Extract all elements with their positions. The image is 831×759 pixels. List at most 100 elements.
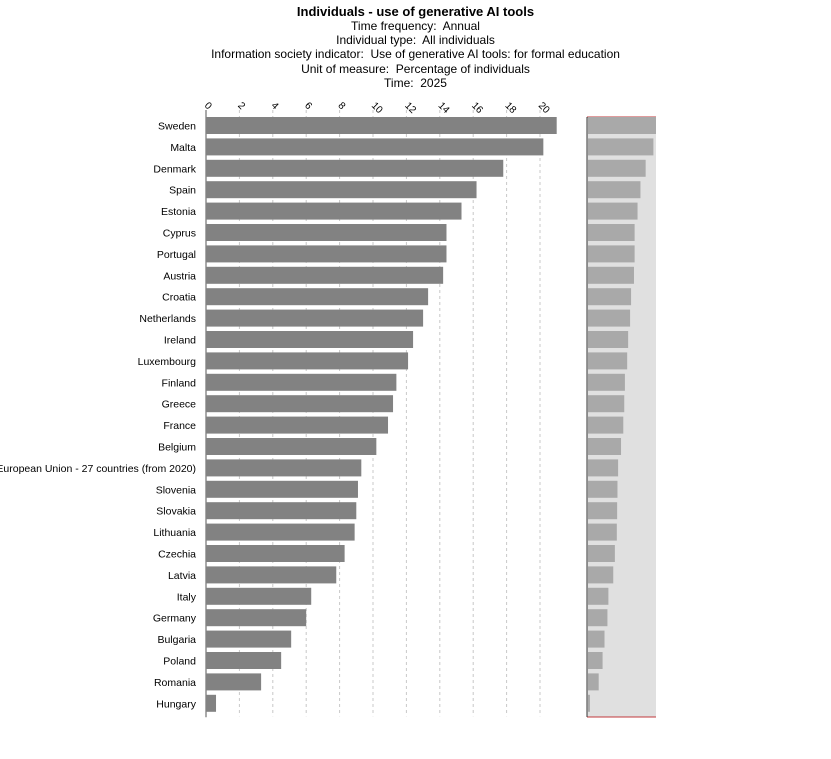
category-label: Belgium	[158, 442, 196, 454]
overview-bar	[588, 630, 605, 648]
category-label: Cyprus	[163, 228, 196, 240]
bar	[206, 224, 447, 241]
overview-bar	[588, 416, 624, 434]
overview-bar	[588, 609, 608, 627]
overview-bar	[588, 309, 631, 327]
x-tick-label: 4	[269, 100, 281, 112]
x-tick-label: 14	[436, 100, 452, 116]
bar	[206, 566, 337, 584]
category-label: Croatia	[162, 292, 196, 304]
overview-bar	[588, 117, 656, 134]
category-label: Finland	[162, 377, 197, 389]
category-label: Slovenia	[156, 484, 196, 496]
overview-bar	[588, 159, 646, 177]
category-label: Luxembourg	[138, 356, 197, 368]
overview-bar	[588, 587, 609, 605]
bar	[206, 181, 477, 199]
bar	[206, 673, 262, 691]
overview-bar	[588, 395, 625, 413]
category-label: Austria	[163, 270, 196, 282]
category-label: Greece	[162, 399, 197, 411]
overview-bar	[588, 288, 632, 306]
category-label: Poland	[163, 656, 196, 668]
category-label: Italy	[177, 591, 197, 603]
x-tick-label: 10	[369, 100, 385, 116]
x-tick-label: 18	[502, 100, 518, 116]
overview-bar	[588, 266, 634, 284]
category-label: Netherlands	[139, 313, 196, 325]
bar	[206, 587, 312, 605]
category-label: Czechia	[158, 549, 196, 561]
subtitle-time: Time: 2025	[384, 76, 447, 90]
category-label: Portugal	[157, 249, 196, 261]
bar	[206, 159, 504, 177]
category-label: Slovakia	[156, 506, 196, 518]
overview-bar	[588, 652, 603, 669]
overview-bar	[588, 545, 615, 562]
bar	[206, 138, 544, 156]
bar	[206, 502, 357, 520]
x-tick-label: 20	[536, 100, 552, 116]
category-label: Romania	[154, 677, 196, 689]
category-label: Spain	[169, 185, 196, 197]
overview-bar	[588, 202, 638, 220]
bar	[206, 352, 409, 370]
bar	[206, 117, 557, 134]
subtitle-unit: Unit of measure: Percentage of individua…	[301, 62, 530, 76]
category-label: Denmark	[153, 163, 196, 175]
bar	[206, 245, 447, 263]
overview-bar	[588, 373, 625, 391]
bar	[206, 438, 377, 455]
overview-bar	[588, 502, 618, 520]
x-tick-label: 12	[402, 100, 418, 116]
category-label: European Union - 27 countries (from 2020…	[0, 463, 196, 475]
category-label: Bulgaria	[157, 634, 196, 646]
overview-bar	[588, 352, 628, 370]
bar	[206, 652, 282, 669]
category-label: Estonia	[161, 206, 196, 218]
x-tick-label: 2	[235, 100, 247, 112]
category-label: Ireland	[164, 335, 196, 347]
category-label: Malta	[170, 142, 196, 154]
bar	[206, 395, 394, 413]
category-label: Latvia	[168, 570, 196, 582]
category-label: Germany	[153, 613, 197, 625]
bar	[206, 523, 355, 541]
overview-bar	[588, 224, 635, 241]
bar	[206, 694, 217, 712]
x-tick-label: 16	[469, 100, 485, 116]
bar	[206, 480, 358, 498]
bar	[206, 416, 389, 434]
overview-bar	[588, 480, 618, 498]
subtitle-time-frequency: Time frequency: Annual	[351, 19, 480, 33]
overview-bar	[588, 694, 590, 712]
category-label: Lithuania	[153, 527, 196, 539]
bar	[206, 373, 397, 391]
overview-bar	[588, 438, 622, 455]
category-label: France	[163, 420, 196, 432]
bar	[206, 609, 307, 627]
overview-bar	[588, 138, 654, 156]
subtitle-indicator: Information society indicator: Use of ge…	[211, 47, 620, 61]
bar	[206, 459, 362, 477]
overview-bar	[588, 331, 629, 348]
overview-bar	[588, 245, 635, 263]
chart-title: Individuals - use of generative AI tools	[296, 4, 535, 19]
bar	[206, 545, 345, 562]
bar	[206, 331, 414, 348]
overview-bar	[588, 523, 617, 541]
x-tick-label: 0	[202, 100, 214, 112]
x-tick-label: 6	[302, 100, 314, 112]
overview-bar	[588, 459, 619, 477]
bar	[206, 266, 444, 284]
bar	[206, 288, 429, 306]
category-label: Hungary	[156, 698, 196, 710]
overview-bar	[588, 673, 599, 691]
subtitle-individual-type: Individual type: All individuals	[336, 33, 495, 47]
x-tick-label: 8	[335, 100, 347, 112]
bar	[206, 202, 462, 220]
bar	[206, 630, 292, 648]
category-label: Sweden	[158, 121, 196, 133]
bar	[206, 309, 424, 327]
